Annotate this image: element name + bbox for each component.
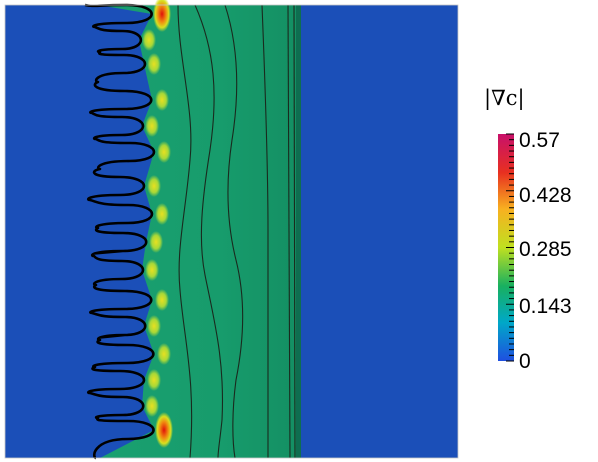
- contour-line-1: [177, 4, 193, 459]
- hotspot: [155, 289, 169, 311]
- hotspot: [147, 369, 161, 391]
- hotspot: [147, 175, 161, 197]
- domain-frame: [4, 4, 459, 459]
- hotspot: [153, 0, 171, 32]
- colorbar-ticks: [506, 133, 514, 362]
- contour-line-2: [194, 4, 224, 459]
- right-blue-region: [301, 5, 458, 458]
- colorbar-tick-label-057: 0.57: [519, 129, 560, 152]
- finger-tip-hotspots: [142, 0, 173, 448]
- hotspot: [155, 89, 169, 111]
- hotspot: [157, 343, 171, 365]
- hotspot: [155, 203, 169, 225]
- hotspot: [157, 141, 171, 163]
- contour-line-4: [261, 4, 269, 458]
- contour-line-5: [287, 4, 291, 459]
- front-band: [296, 5, 301, 458]
- contour-lines: [177, 4, 296, 459]
- hotspot: [149, 231, 163, 253]
- hotspot: [145, 395, 159, 417]
- colorbar-title: |∇c|: [484, 86, 525, 110]
- contour-line-3: [224, 4, 244, 459]
- fingering-interface: [84, 3, 156, 460]
- hotspot: [145, 259, 159, 281]
- colorbar-tick-label-0285: 0.285: [519, 238, 572, 261]
- hotspot: [147, 315, 161, 337]
- hotspot: [147, 53, 161, 75]
- colorbar-tick-label-0428: 0.428: [519, 184, 572, 207]
- colorbar-tick-label-0: 0: [519, 350, 531, 373]
- contour-line-6: [293, 4, 296, 459]
- hotspot: [142, 29, 156, 51]
- hotspot: [145, 115, 159, 137]
- colorbar-tick-label-0143: 0.143: [519, 295, 572, 318]
- hotspot: [155, 412, 173, 448]
